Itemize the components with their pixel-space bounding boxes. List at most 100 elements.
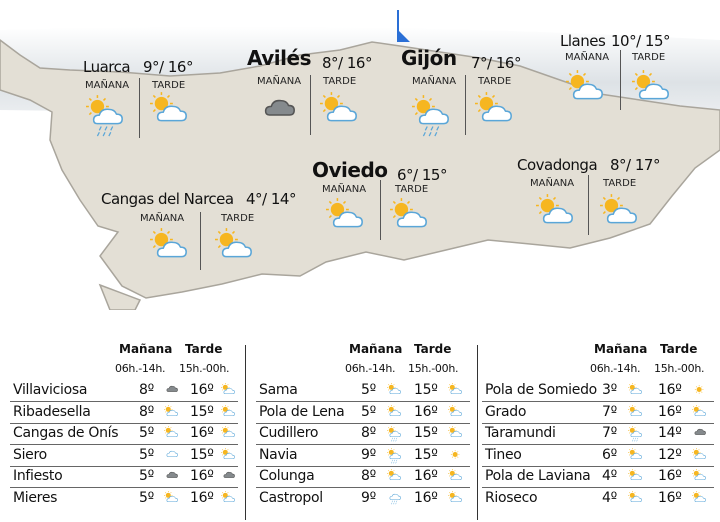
afternoon-temp: 14º xyxy=(658,425,682,441)
sun-cloud-icon xyxy=(692,404,707,426)
morning-label: MAÑANA xyxy=(140,213,185,224)
afternoon-temp: 16º xyxy=(190,425,214,441)
forecast-table: Mañana Tarde 06h.-14h. 15h.-00h. Sama 5º 15º Po… xyxy=(256,342,470,522)
town-name: Cangas de Onís xyxy=(13,425,119,441)
town-name: Rioseco xyxy=(485,489,538,506)
table-row: Siero 5º 15º xyxy=(10,445,238,467)
sun-cloud-icon xyxy=(536,194,576,242)
table-row: Sama 5º 15º xyxy=(256,380,470,402)
land-region-south xyxy=(98,283,142,310)
table-row: Tineo 6º 12º xyxy=(482,445,714,467)
table-row: Villaviciosa 8º 16º xyxy=(10,380,238,402)
town-name: Colunga xyxy=(259,468,315,484)
town-name: Ribadesella xyxy=(13,403,91,420)
town-name: Castropol xyxy=(259,489,323,506)
afternoon-temp: 16º xyxy=(658,468,682,484)
afternoon-temp: 16º xyxy=(414,403,438,420)
sun-cloud-icon xyxy=(221,426,236,447)
morning-header: Mañana xyxy=(349,342,403,356)
morning-temp: 5º xyxy=(361,382,376,398)
town-name: Tineo xyxy=(485,446,522,463)
sun-cloud-icon xyxy=(692,490,707,512)
afternoon-label: TARDE xyxy=(152,80,186,91)
afternoon-temp: 15º xyxy=(414,382,438,398)
morning-temp: 7º xyxy=(602,425,617,441)
town-name: Taramundi xyxy=(485,425,556,441)
table-row: Grado 7º 16º xyxy=(482,402,714,424)
morning-label: MAÑANA xyxy=(85,80,130,91)
morning-header: Mañana xyxy=(119,342,173,356)
afternoon-temp: 16º xyxy=(414,489,438,506)
table-row: Pola de Laviana 4º 16º xyxy=(482,466,714,488)
sun-cloud-rain-icon xyxy=(412,95,452,143)
land-region xyxy=(0,39,720,299)
morning-temp: 4º xyxy=(602,468,617,484)
morning-temp: 8º xyxy=(139,382,154,398)
city-temperatures: 6°/ 15° xyxy=(397,166,447,184)
city-name: Avilés xyxy=(247,46,311,70)
afternoon-temp: 15º xyxy=(414,446,438,463)
table-row: Cudillero 8º 15º xyxy=(256,423,470,445)
town-name: Grado xyxy=(485,403,527,420)
column-divider xyxy=(245,345,246,520)
table-row: Rioseco 4º 16º xyxy=(482,488,714,509)
sun-cloud-icon xyxy=(600,194,640,242)
afternoon-temp: 16º xyxy=(658,382,682,398)
town-name: Siero xyxy=(13,446,47,463)
morning-hours: 06h.-14h. xyxy=(115,362,166,375)
city-temperatures: 8°/ 17° xyxy=(610,156,660,174)
town-name: Navia xyxy=(259,446,298,463)
sun-cloud-icon xyxy=(150,228,190,276)
morning-hours: 06h.-14h. xyxy=(590,362,641,375)
sun-cloud-icon xyxy=(164,426,179,447)
morning-temp: 9º xyxy=(361,446,376,463)
period-divider xyxy=(200,212,201,270)
period-divider xyxy=(380,180,381,240)
sun-cloud-icon xyxy=(221,447,236,469)
forecast-table: Mañana Tarde 06h.-14h. 15h.-00h. Villavicios… xyxy=(10,342,238,522)
sun-cloud-icon xyxy=(221,404,236,426)
morning-header: Mañana xyxy=(594,342,648,356)
morning-temp: 5º xyxy=(139,425,154,441)
sun-cloud-icon xyxy=(320,92,360,140)
town-name: Infiesto xyxy=(13,468,63,484)
afternoon-hours: 15h.-00h. xyxy=(654,362,705,375)
afternoon-temp: 16º xyxy=(190,468,214,484)
table-row: Navia 9º 15º xyxy=(256,445,470,467)
sun-cloud-icon xyxy=(387,469,402,490)
period-divider xyxy=(588,175,589,235)
sun-cloud-icon xyxy=(164,404,179,426)
sun-cloud-icon xyxy=(566,70,606,118)
town-name: Pola de Lena xyxy=(259,403,345,420)
morning-temp: 6º xyxy=(602,446,617,463)
sun-cloud-rain-icon xyxy=(628,426,643,447)
sun-cloud-icon xyxy=(448,426,463,447)
cloud-icon xyxy=(258,92,298,140)
afternoon-label: TARDE xyxy=(395,184,429,195)
city-temperatures: 8°/ 16° xyxy=(322,54,372,72)
afternoon-temp: 16º xyxy=(190,489,214,506)
cloud-icon xyxy=(221,469,236,490)
sun-icon xyxy=(448,448,463,469)
flag-icon xyxy=(397,10,410,42)
morning-temp: 7º xyxy=(602,403,617,420)
town-name: Sama xyxy=(259,382,298,398)
table-row: Pola de Somiedo 3º 16º xyxy=(482,380,714,402)
morning-temp: 5º xyxy=(139,468,154,484)
morning-temp: 5º xyxy=(361,403,376,420)
sun-cloud-icon xyxy=(215,228,255,276)
afternoon-temp: 16º xyxy=(658,403,682,420)
morning-temp: 9º xyxy=(361,489,376,506)
sun-cloud-icon xyxy=(448,469,463,490)
city-temperatures: 9°/ 16° xyxy=(143,58,193,76)
sun-cloud-icon xyxy=(221,490,236,512)
cloud-icon xyxy=(164,469,179,490)
morning-label: MAÑANA xyxy=(565,52,610,63)
afternoon-label: TARDE xyxy=(323,76,357,87)
afternoon-header: Tarde xyxy=(185,342,223,356)
sun-cloud-rain-icon xyxy=(86,95,126,143)
afternoon-temp: 16º xyxy=(414,468,438,484)
afternoon-hours: 15h.-00h. xyxy=(408,362,459,375)
afternoon-header: Tarde xyxy=(660,342,698,356)
morning-temp: 8º xyxy=(139,403,154,420)
